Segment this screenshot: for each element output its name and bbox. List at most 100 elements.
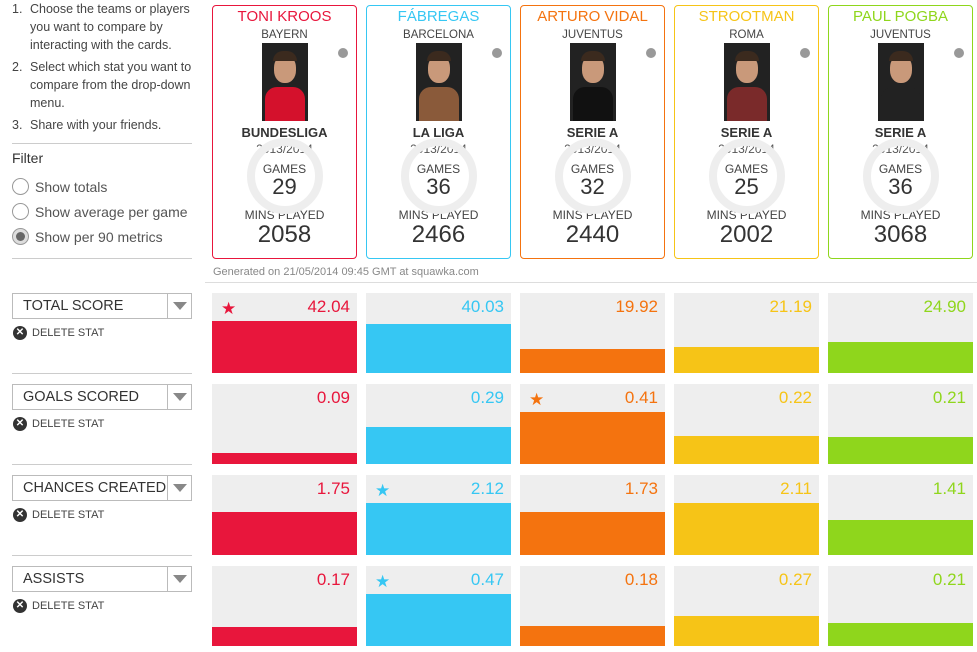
club-badge-icon[interactable] [336, 46, 350, 60]
delete-stat-button[interactable]: ✕ DELETE STAT [13, 326, 104, 340]
stat-dropdown[interactable]: GOALS SCORED [12, 384, 192, 410]
radio-button[interactable] [12, 203, 29, 220]
stat-cell: 42.04 ★ [212, 293, 357, 373]
stat-bar [828, 437, 973, 464]
delete-stat-label: DELETE STAT [32, 418, 105, 430]
stat-value: 2.12 [470, 479, 504, 498]
stat-cell: 0.21 [828, 384, 973, 464]
radio-button[interactable] [12, 178, 29, 195]
stat-value: 0.09 [316, 388, 350, 407]
radio-button-selected[interactable] [12, 228, 29, 245]
stat-value: 1.75 [316, 479, 350, 498]
chevron-down-icon[interactable] [167, 476, 191, 500]
close-icon: ✕ [13, 326, 27, 340]
filter-option-average[interactable]: Show average per game [12, 203, 188, 220]
games-value: 32 [580, 174, 605, 199]
stat-cell: 0.41 ★ [520, 384, 665, 464]
mins-value: 2466 [411, 221, 466, 248]
team-name: BARCELONA [403, 29, 474, 41]
star-icon: ★ [375, 481, 391, 500]
star-icon: ★ [375, 572, 391, 591]
league-name: SERIE A [566, 125, 619, 140]
stat-dropdown[interactable]: ASSISTS [12, 566, 192, 592]
divider [12, 464, 192, 465]
chevron-down-icon[interactable] [167, 567, 191, 591]
stat-value: 21.19 [769, 297, 812, 316]
player-card[interactable]: ARTURO VIDAL JUVENTUS SERIE A 2013/2014 … [520, 5, 665, 259]
stat-bar [366, 594, 511, 646]
stat-value: 0.21 [932, 388, 966, 407]
mins-label: MINS PLAYED [398, 208, 479, 222]
delete-stat-button[interactable]: ✕ DELETE STAT [13, 417, 104, 431]
delete-stat-label: DELETE STAT [32, 600, 105, 612]
club-badge-icon[interactable] [798, 46, 812, 60]
delete-stat-button[interactable]: ✕ DELETE STAT [13, 508, 104, 522]
stat-dropdown[interactable]: TOTAL SCORE [12, 293, 192, 319]
mins-value: 2440 [565, 221, 620, 248]
games-value: 36 [888, 174, 913, 199]
team-name: ROMA [729, 29, 764, 41]
stat-cell: 0.09 [212, 384, 357, 464]
star-icon: ★ [529, 390, 545, 409]
stat-cell: 1.41 [828, 475, 973, 555]
stat-bar [520, 349, 665, 373]
mins-value: 3068 [873, 221, 928, 248]
instruction-item: 1. Choose the teams or players you want t… [12, 2, 190, 52]
stat-cell: 19.92 [520, 293, 665, 373]
league-name: BUNDESLIGA [241, 125, 328, 140]
stat-bar [366, 427, 511, 464]
stat-bar [212, 512, 357, 555]
stat-cell: 2.12 ★ [366, 475, 511, 555]
filter-option-totals[interactable]: Show totals [12, 178, 107, 195]
stat-cell: 1.73 [520, 475, 665, 555]
divider [12, 555, 192, 556]
stat-label: GOALS SCORED [23, 389, 140, 405]
delete-stat-label: DELETE STAT [32, 327, 105, 339]
stat-value: 0.18 [624, 570, 658, 589]
stat-dropdown[interactable]: CHANCES CREATED [12, 475, 192, 501]
stat-bar [366, 324, 511, 373]
stat-bar [674, 347, 819, 373]
games-label: GAMES [262, 162, 307, 176]
club-badge-icon[interactable] [644, 46, 658, 60]
stat-cell: 0.29 [366, 384, 511, 464]
games-value: 25 [734, 174, 759, 199]
filter-option-per90[interactable]: Show per 90 metrics [12, 228, 163, 245]
divider [12, 143, 192, 144]
stat-bar [828, 520, 973, 555]
stat-bar [674, 503, 819, 555]
league-name: SERIE A [720, 125, 773, 140]
player-name: FÁBREGAS [397, 8, 480, 25]
league-name: SERIE A [874, 125, 927, 140]
stat-value: 0.17 [316, 570, 350, 589]
games-label: GAMES [416, 162, 461, 176]
stat-label: CHANCES CREATED [23, 480, 167, 496]
player-name: TONI KROOS [237, 8, 332, 25]
mins-value: 2058 [257, 221, 312, 248]
instructions-list: 1. Choose the teams or players you want t… [12, 0, 202, 138]
chevron-down-icon[interactable] [167, 385, 191, 409]
mins-label: MINS PLAYED [552, 208, 633, 222]
stat-bar [212, 453, 357, 464]
club-badge-icon[interactable] [952, 46, 966, 60]
delete-stat-label: DELETE STAT [32, 509, 105, 521]
delete-stat-button[interactable]: ✕ DELETE STAT [13, 599, 104, 613]
league-name: LA LIGA [412, 125, 465, 140]
club-badge-icon[interactable] [490, 46, 504, 60]
player-card[interactable]: STROOTMAN ROMA SERIE A 2013/2014 GAMES 2… [674, 5, 819, 259]
player-card[interactable]: TONI KROOS BAYERN BUNDESLIGA 2013/2014 G… [212, 5, 357, 259]
mins-label: MINS PLAYED [706, 208, 787, 222]
player-card[interactable]: PAUL POGBA JUVENTUS SERIE A 2013/2014 GA… [828, 5, 973, 259]
stat-value: 0.29 [470, 388, 504, 407]
stat-cell: 0.47 ★ [366, 566, 511, 646]
games-ring [709, 138, 785, 214]
stat-value: 0.27 [778, 570, 812, 589]
stat-value: 0.47 [470, 570, 504, 589]
chevron-down-icon[interactable] [167, 294, 191, 318]
generated-note: Generated on 21/05/2014 09:45 GMT at squ… [213, 266, 479, 278]
stat-label: ASSISTS [23, 571, 85, 587]
player-card[interactable]: FÁBREGAS BARCELONA LA LIGA 2013/2014 GAM… [366, 5, 511, 259]
stat-cell: 0.17 [212, 566, 357, 646]
stat-cell: 21.19 [674, 293, 819, 373]
stat-value: 0.22 [778, 388, 812, 407]
